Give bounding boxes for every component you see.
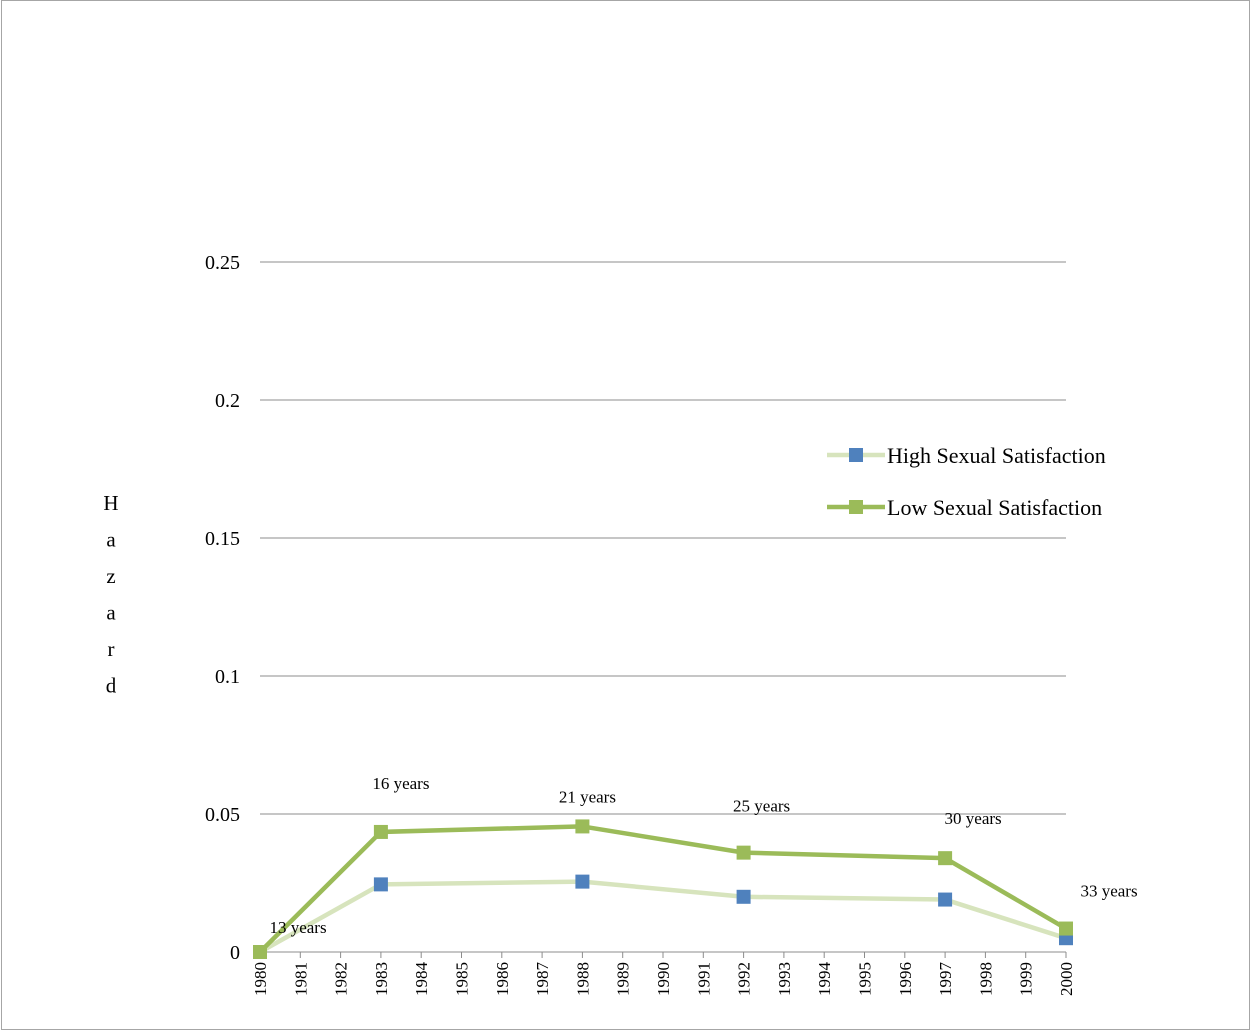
- x-tick-label: 1980: [251, 962, 270, 996]
- y-tick-label: 0.05: [205, 804, 240, 826]
- x-tick-label: 1999: [1017, 962, 1036, 996]
- data-point: [938, 851, 953, 866]
- point-annotation: 30 years: [945, 809, 1002, 828]
- x-tick-label: 1988: [573, 962, 592, 996]
- series-high-sexual-satisfaction: [253, 874, 1073, 959]
- y-label-letter: a: [106, 528, 116, 552]
- series-low-sexual-satisfaction: [253, 819, 1073, 959]
- x-tick-label: 1987: [533, 962, 552, 997]
- data-point: [1059, 921, 1073, 936]
- x-tick-label: 1984: [412, 962, 431, 997]
- data-point: [253, 945, 267, 959]
- x-tick-label: 1995: [856, 962, 875, 996]
- point-annotation: 13 years: [269, 918, 326, 937]
- data-point: [373, 877, 388, 892]
- y-axis-ticks: 0 0.05 0.1 0.15 0.2 0.25: [205, 252, 240, 964]
- x-tick-label: 1998: [976, 962, 995, 996]
- legend-item: High Sexual Satisfaction: [827, 443, 1106, 468]
- y-tick-label: 0.15: [205, 528, 240, 550]
- legend-label: High Sexual Satisfaction: [887, 443, 1106, 468]
- point-annotation: 16 years: [372, 774, 429, 793]
- x-tick-label: 1985: [453, 962, 472, 996]
- legend-marker: [849, 448, 863, 462]
- series-group: [253, 819, 1073, 959]
- x-tick-label: 1996: [896, 962, 915, 996]
- x-tick-label: 1993: [775, 962, 794, 996]
- data-point: [938, 892, 953, 907]
- x-tick-label: 1983: [372, 962, 391, 996]
- series-line: [258, 879, 1067, 954]
- y-tick-label: 0: [230, 942, 240, 964]
- annotations: 13 years 16 years 21 years 25 years 30 years…: [269, 774, 1137, 937]
- y-label-letter: H: [103, 491, 118, 515]
- x-tick-label: 1982: [332, 962, 351, 996]
- x-tick-label: 1989: [614, 962, 633, 996]
- x-axis: [259, 951, 1067, 958]
- point-annotation: 25 years: [733, 797, 790, 816]
- data-point: [736, 845, 751, 860]
- series-line: [258, 824, 1068, 954]
- y-tick-label: 0.1: [215, 666, 240, 688]
- legend-item: Low Sexual Satisfaction: [827, 495, 1102, 520]
- y-tick-label: 0.2: [215, 390, 240, 412]
- point-annotation: 21 years: [559, 787, 616, 806]
- x-tick-label: 1994: [815, 962, 834, 997]
- point-annotation: 33 years: [1080, 882, 1137, 901]
- x-tick-label: 1981: [291, 962, 310, 996]
- x-tick-label: 2000: [1057, 962, 1076, 996]
- x-tick-label: 1990: [654, 962, 673, 996]
- legend: High Sexual Satisfaction Low Sexual Satis…: [827, 443, 1106, 520]
- legend-label: Low Sexual Satisfaction: [887, 495, 1102, 520]
- y-label-letter: d: [106, 674, 117, 698]
- x-axis-ticks: 1980 1981 1982 1983 1984 1985 1986 1987 1988 1989…: [251, 962, 1076, 997]
- data-point: [575, 819, 590, 834]
- y-label-letter: r: [108, 637, 115, 661]
- data-point: [736, 889, 751, 904]
- x-tick-label: 1991: [694, 962, 713, 996]
- gridlines: [260, 261, 1066, 815]
- x-tick-label: 1986: [493, 962, 512, 996]
- data-point: [575, 874, 590, 889]
- data-point: [373, 824, 388, 839]
- x-tick-label: 1992: [735, 962, 754, 996]
- y-label-letter: a: [106, 601, 116, 625]
- y-tick-label: 0.25: [205, 252, 240, 274]
- legend-marker: [849, 500, 863, 514]
- y-label-letter: z: [106, 564, 115, 588]
- x-tick-label: 1997: [936, 962, 955, 997]
